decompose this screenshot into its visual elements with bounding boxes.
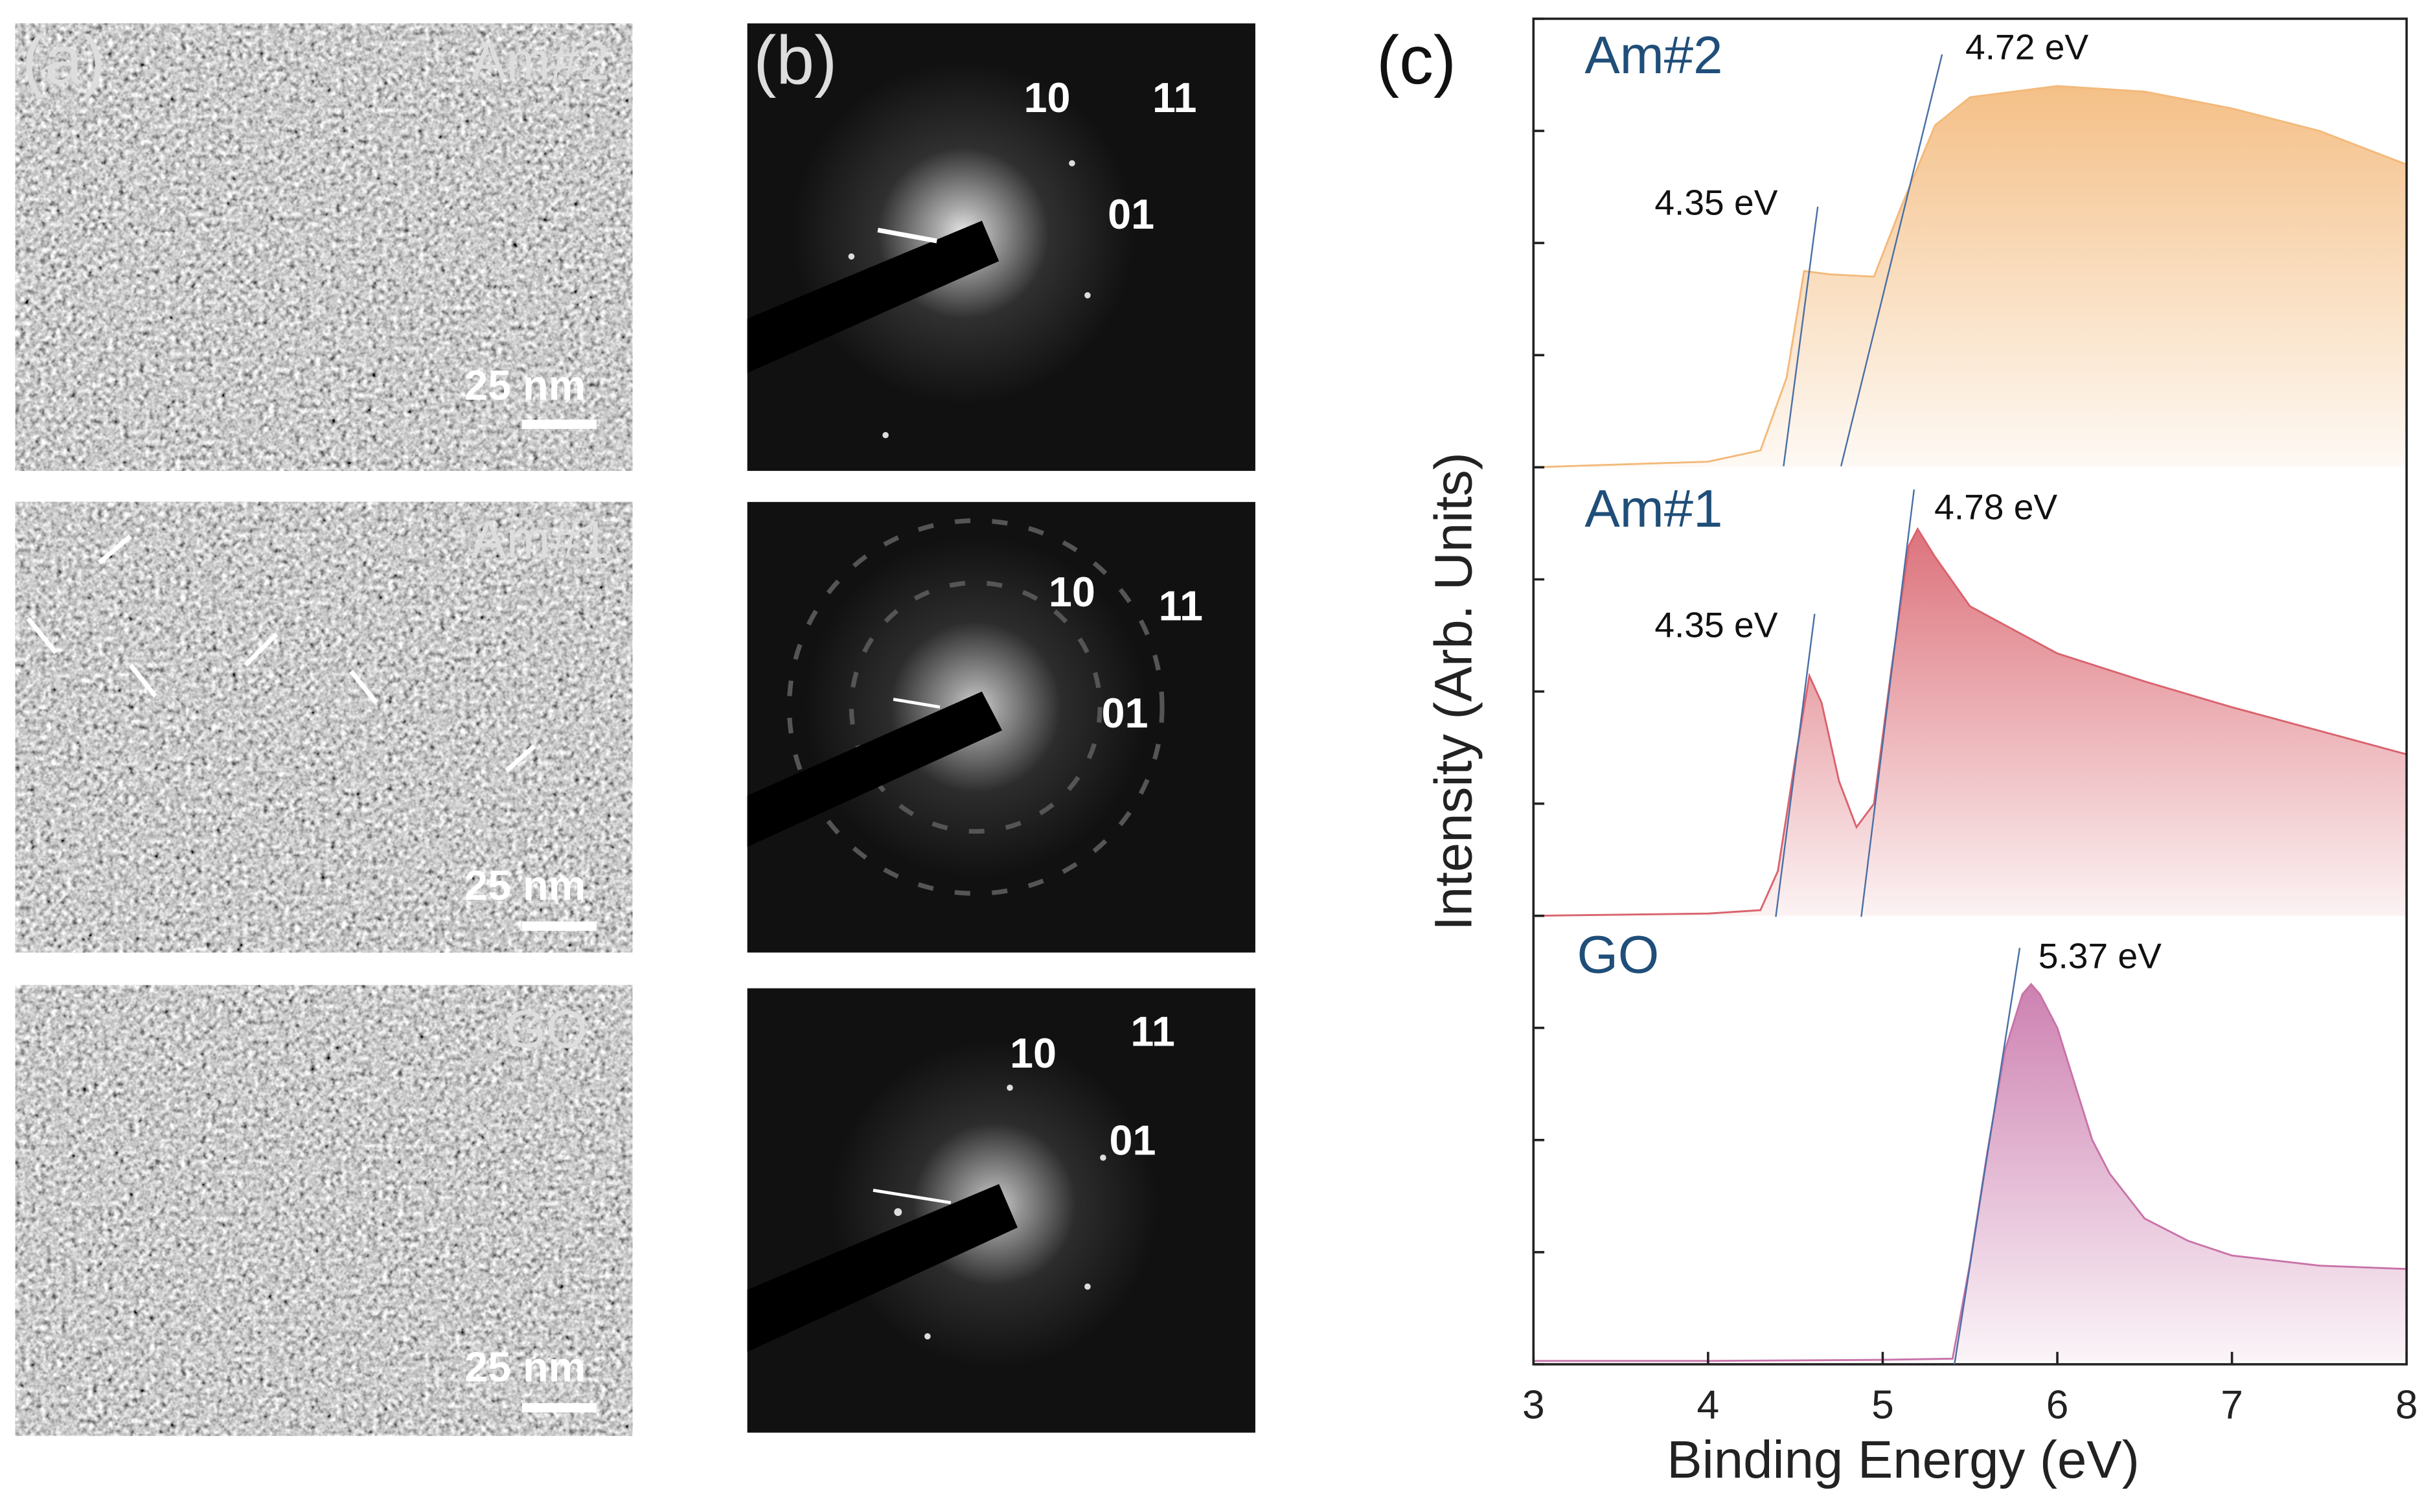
area-fill <box>1533 529 2407 916</box>
x-tick-label: 4 <box>1697 1383 1720 1428</box>
pointer <box>873 1189 952 1204</box>
tem-image <box>15 501 633 953</box>
scale-bar <box>521 419 597 430</box>
series-label: Am#2 <box>1584 26 1722 85</box>
beam-stop <box>747 1184 1018 1352</box>
spot-label: 11 <box>1159 582 1203 629</box>
series-label: Am#1 <box>1584 479 1722 538</box>
spot-label: 01 <box>1101 689 1148 737</box>
spectrum-chart: 3 4 5 6 7 8 Am#2 4.35 eV 4.72 eV Am#1 4.35 eV 4.78 … <box>1522 17 2418 1428</box>
scale-bar <box>521 1403 597 1413</box>
edge-label: 5.37 eV <box>2039 936 2162 976</box>
y-axis-title: Intensity (Arb. Units) <box>1424 452 1483 931</box>
series-label: GO <box>1577 926 1659 985</box>
rings <box>786 518 1165 896</box>
spectrum-line <box>1533 85 2407 468</box>
scale-bar-label: 25 nm <box>464 361 586 409</box>
spot-label: 01 <box>1108 190 1154 238</box>
beam-stop <box>747 220 999 373</box>
edge-label: 4.72 eV <box>1965 27 2088 67</box>
pointer <box>877 227 937 244</box>
x-tick-label: 6 <box>2046 1383 2069 1428</box>
diffraction-patterns: (b) 10 11 01 10 11 01 10 11 01 <box>747 22 1255 1433</box>
scale-bar <box>521 921 597 931</box>
edge-label: 4.35 eV <box>1654 605 1777 645</box>
arrows <box>26 534 536 773</box>
panel-label: (b) <box>753 22 837 98</box>
tem-image <box>15 23 633 471</box>
x-tick-label: 7 <box>2221 1383 2243 1428</box>
tem-image <box>15 985 633 1436</box>
area-fill <box>1533 984 2407 1361</box>
panel-label: (c) <box>1376 22 1456 98</box>
x-tick-label: 5 <box>1871 1383 1894 1428</box>
spot-label: 11 <box>1130 1008 1174 1055</box>
edge-label: 4.35 eV <box>1654 182 1777 222</box>
x-tick-label: 3 <box>1522 1383 1545 1428</box>
spot-label: 11 <box>1152 74 1196 121</box>
spot-label: 10 <box>1049 568 1095 615</box>
spot-label: 10 <box>1010 1029 1057 1077</box>
sample-label: Am#2 <box>471 32 609 91</box>
spot-label: 10 <box>1024 74 1071 121</box>
tem-images: (a) Am#2 Am#1 GO 25 nm 25 nm 25 nm <box>15 22 633 1436</box>
pointer <box>893 698 941 709</box>
sample-label: GO <box>505 1000 588 1059</box>
scale-bar-label: 25 nm <box>464 862 586 909</box>
spots <box>848 160 1106 1340</box>
sample-label: Am#1 <box>471 510 609 569</box>
spectrum-line <box>1533 527 2407 917</box>
spectrum-line <box>1533 983 2407 1362</box>
panel-label: (a) <box>22 22 106 98</box>
x-tick-label: 8 <box>2395 1383 2418 1428</box>
x-axis-title: Binding Energy (eV) <box>1667 1430 2140 1489</box>
beam-stop <box>747 691 1003 847</box>
edge-label: 4.78 eV <box>1934 487 2057 527</box>
spot-label: 01 <box>1109 1117 1156 1164</box>
area-fill <box>1533 86 2407 468</box>
scale-bar-label: 25 nm <box>464 1344 586 1391</box>
tangent-lines <box>1775 54 2021 1365</box>
